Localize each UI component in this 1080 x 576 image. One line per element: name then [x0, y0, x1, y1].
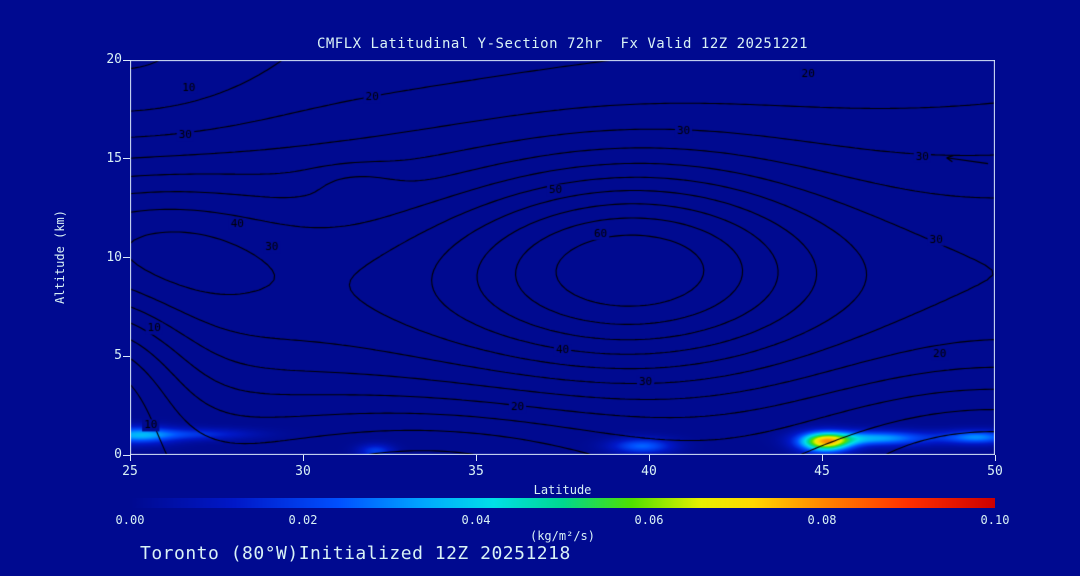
y-tick-mark	[123, 355, 130, 357]
x-tick-label: 25	[122, 464, 138, 479]
x-axis-label: Latitude	[533, 483, 592, 497]
x-tick-mark	[129, 455, 131, 461]
colorbar-tick-label: 0.00	[115, 513, 145, 527]
y-tick-mark	[123, 158, 130, 160]
y-tick-label: 20	[106, 52, 122, 67]
colorbar-tick-label: 0.06	[634, 513, 664, 527]
colorbar	[130, 498, 995, 508]
colorbar-tick-label: 0.08	[807, 513, 837, 527]
y-tick-label: 5	[114, 348, 122, 364]
colorbar-tick-label: 0.02	[288, 513, 318, 527]
colorbar-unit-label: (kg/m²/s)	[529, 529, 596, 543]
colorbar-tick-label: 0.04	[461, 513, 491, 527]
x-tick-label: 35	[468, 464, 484, 479]
x-tick-mark	[994, 455, 996, 461]
x-tick-mark	[475, 455, 477, 461]
x-tick-label: 40	[641, 464, 657, 479]
y-tick-label: 0	[114, 447, 122, 462]
chart-title: CMFLX Latitudinal Y-Section 72hr Fx Vali…	[316, 36, 809, 52]
y-tick-label: 10	[106, 249, 122, 265]
y-tick-mark	[123, 59, 130, 61]
colorbar-tick-label: 0.10	[980, 513, 1010, 527]
x-tick-label: 50	[987, 464, 1003, 479]
y-tick-label: 15	[106, 150, 122, 166]
x-tick-label: 45	[814, 464, 830, 479]
x-tick-label: 30	[295, 464, 311, 479]
x-tick-mark	[648, 455, 650, 461]
x-tick-mark	[302, 455, 304, 461]
contour-plot	[130, 60, 995, 455]
run-caption: Toronto (80°W)Initialized 12Z 20251218	[140, 543, 571, 564]
x-tick-mark	[821, 455, 823, 461]
y-tick-mark	[123, 257, 130, 258]
y-tick-mark	[123, 454, 130, 456]
